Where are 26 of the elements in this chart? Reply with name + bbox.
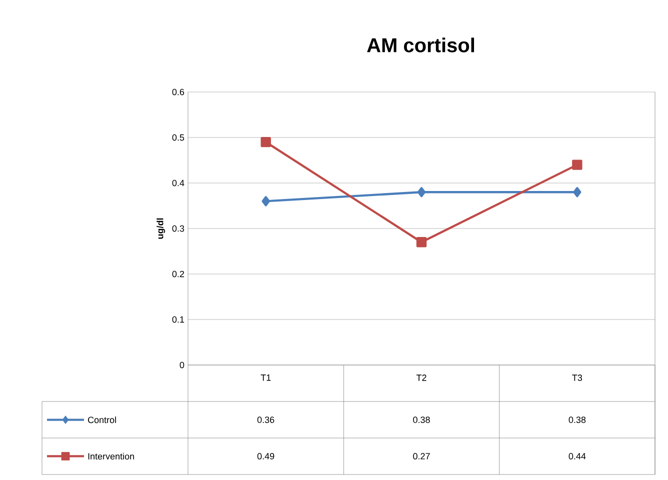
- point: [572, 160, 582, 170]
- point: [573, 187, 582, 198]
- x-tick-label: T2: [416, 374, 426, 381]
- chart-title: AM cortisol: [367, 38, 474, 52]
- legend-label: Control: [88, 416, 116, 424]
- data-label: 0.44: [568, 453, 586, 460]
- y-tick-label: 0.1: [172, 316, 184, 323]
- x-tick-label: T1: [260, 374, 271, 381]
- y-tick-label: 0.6: [172, 88, 184, 96]
- point: [417, 187, 426, 198]
- y-tick-label: 0.3: [172, 225, 184, 232]
- y-tick-label: 0.4: [172, 180, 184, 186]
- y-axis-title: ug/dl: [156, 218, 166, 239]
- point: [260, 136, 271, 148]
- data-label: 0.38: [568, 416, 586, 423]
- y-tick-label: 0: [180, 362, 184, 368]
- point: [262, 196, 270, 206]
- data-label: 0.38: [413, 416, 430, 423]
- data-label: 0.49: [257, 453, 274, 460]
- point: [416, 237, 427, 248]
- y-tick-label: 0.5: [172, 134, 184, 141]
- data-label: 0.36: [257, 416, 274, 423]
- x-tick-label: T3: [572, 374, 582, 381]
- data-label: 0.27: [413, 453, 430, 460]
- y-tick-label: 0.2: [172, 270, 184, 278]
- legend-label: Intervention: [88, 452, 134, 460]
